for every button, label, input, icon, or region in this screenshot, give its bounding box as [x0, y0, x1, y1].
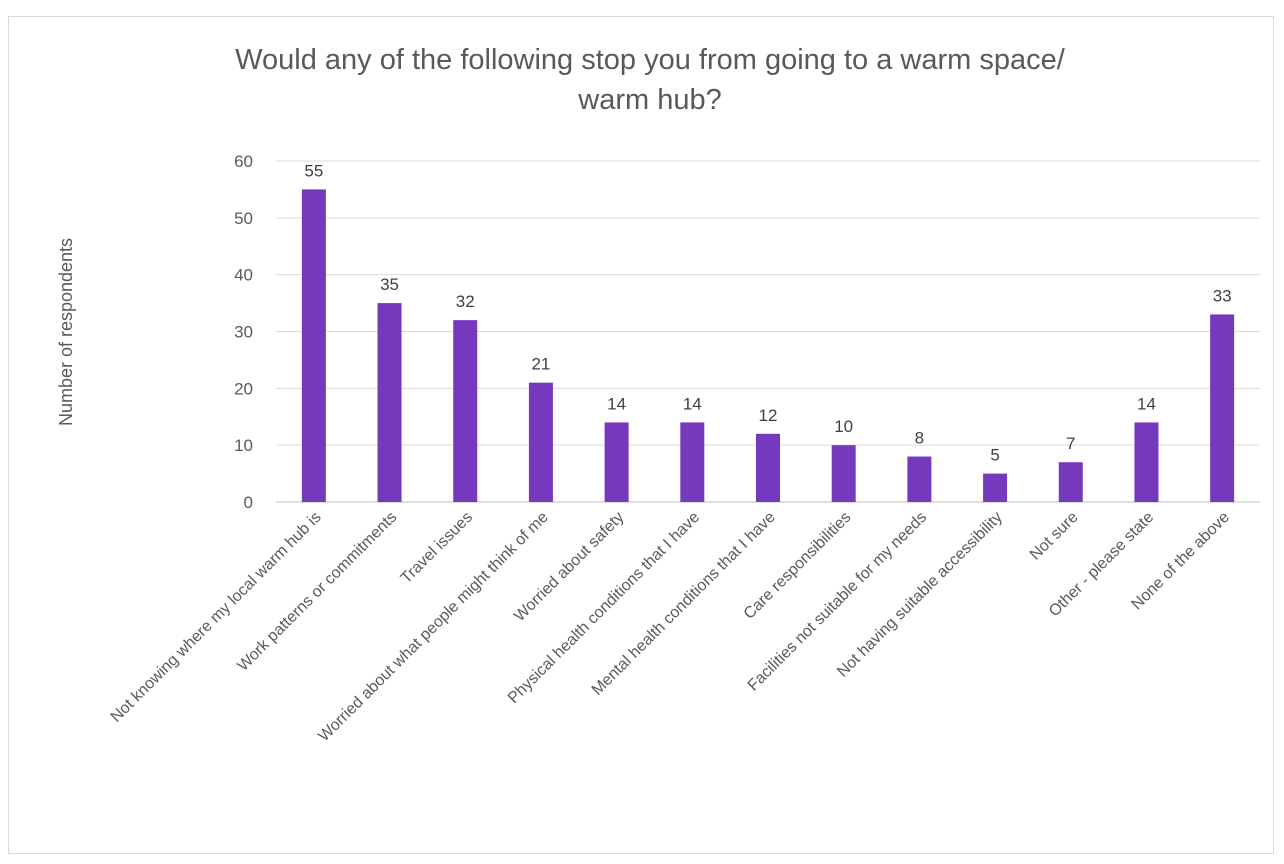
x-tick-label: Travel issues [398, 509, 476, 587]
x-tick-label: Not sure [1027, 509, 1082, 564]
bar [1058, 462, 1083, 502]
data-label: 33 [1213, 286, 1232, 305]
bar [1134, 422, 1159, 502]
y-tick-label: 20 [234, 379, 253, 398]
data-label: 8 [915, 429, 924, 448]
bar [528, 382, 553, 502]
y-tick-label: 10 [234, 436, 253, 455]
data-label: 32 [456, 292, 475, 311]
bar [453, 320, 478, 502]
bar [604, 422, 629, 502]
x-tick-label: Not having suitable accessibility [834, 509, 1006, 681]
x-tick-label: Work patterns or commitments [235, 509, 401, 675]
bar [377, 303, 402, 502]
chart-frame [8, 16, 1274, 854]
y-tick-label: 30 [234, 323, 253, 342]
y-tick-label: 60 [234, 152, 253, 171]
y-axis-ticks: 0 10 20 30 40 50 60 [234, 152, 253, 512]
y-tick-label: 40 [234, 266, 253, 285]
bar [907, 456, 932, 502]
data-labels: 55 35 32 21 14 14 12 10 8 5 7 14 33 [304, 161, 1231, 464]
data-label: 14 [1137, 394, 1156, 413]
bar [983, 473, 1008, 502]
data-label: 5 [990, 446, 999, 465]
data-label: 7 [1066, 434, 1075, 453]
x-axis-categories: Not knowing where my local warm hub isWo… [108, 509, 1233, 745]
y-tick-label: 0 [244, 493, 253, 512]
bar [680, 422, 705, 502]
data-label: 35 [380, 275, 399, 294]
y-axis-title: Number of respondents [56, 238, 76, 426]
bar [301, 189, 326, 502]
data-label: 14 [683, 394, 702, 413]
bar [831, 445, 856, 502]
bar [1210, 314, 1235, 502]
bars [301, 189, 1235, 502]
data-label: 55 [304, 161, 323, 180]
data-label: 14 [607, 394, 626, 413]
data-label: 10 [834, 417, 853, 436]
chart-title: Would any of the following stop you from… [235, 44, 1065, 116]
bar [756, 433, 780, 502]
data-label: 21 [531, 355, 550, 374]
data-label: 12 [759, 406, 778, 425]
y-tick-label: 50 [234, 209, 253, 228]
